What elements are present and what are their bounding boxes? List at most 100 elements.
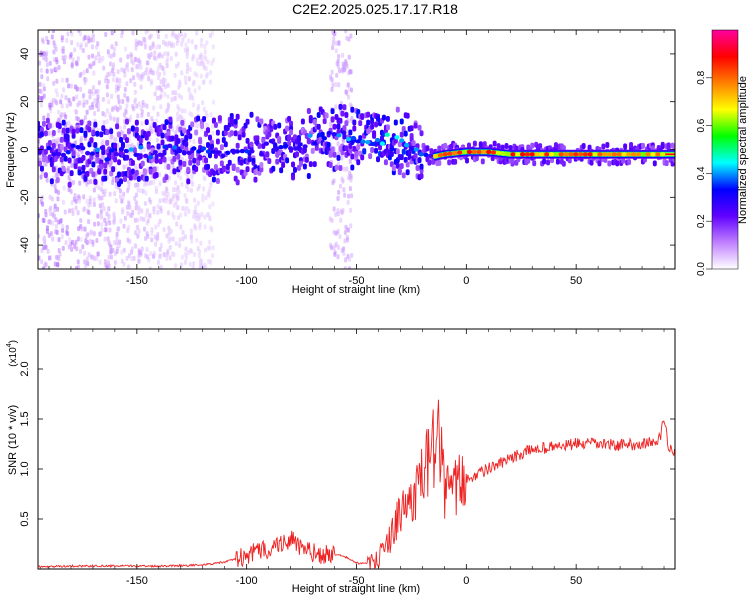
ridge-blob: [394, 135, 400, 140]
band-cell: [532, 160, 537, 167]
speckle-cell: [85, 99, 89, 105]
speckle-cell: [116, 106, 120, 112]
speckle-cell: [116, 69, 120, 75]
speckle-cell: [144, 180, 148, 186]
speckle-cell: [175, 111, 179, 117]
speckle-cell: [117, 98, 121, 104]
band-cell: [342, 125, 347, 132]
snr-marks: [38, 399, 675, 569]
speckle-cell: [52, 80, 56, 86]
ridge-blob: [534, 152, 540, 157]
speckle-cell: [348, 158, 352, 164]
speckle-cell: [160, 87, 164, 93]
speckle-cell: [192, 214, 196, 220]
speckle-cell: [174, 263, 178, 269]
band-cell: [296, 164, 301, 171]
speckle-cell: [109, 53, 113, 59]
band-cell: [83, 130, 88, 137]
speckle-cell: [42, 115, 46, 121]
speckle-cell: [54, 188, 58, 194]
speckle-cell: [78, 100, 82, 106]
speckle-cell: [183, 193, 187, 199]
speckle-cell: [189, 187, 193, 193]
speckle-cell: [133, 195, 137, 201]
band-cell: [206, 163, 211, 170]
band-cell: [328, 161, 333, 168]
ridge-blob: [374, 137, 381, 143]
band-cell: [43, 172, 48, 179]
band-cell: [73, 163, 78, 170]
speckle-cell: [180, 181, 184, 187]
spectrogram-y-axis: -40 -20 0 20 40: [19, 48, 675, 253]
speckle-cell: [341, 52, 345, 58]
band-cell: [259, 166, 264, 173]
speckle-cell: [337, 40, 341, 46]
speckle-cell: [90, 44, 94, 50]
band-cell: [227, 159, 232, 166]
speckle-cell: [136, 113, 140, 119]
band-cell: [67, 157, 72, 164]
ridge-blob: [442, 151, 448, 157]
speckle-cell: [340, 248, 344, 254]
colorbar-tick-label: 0.8: [696, 70, 707, 84]
speckle-cell: [125, 62, 129, 68]
snr-frame: [37, 328, 676, 570]
ridge-blob: [510, 152, 516, 157]
speckle-cell: [188, 248, 192, 254]
speckle-cell: [148, 266, 152, 269]
band-cell: [546, 159, 551, 166]
ridge-blob: [162, 144, 168, 150]
speckle-cell: [204, 195, 208, 201]
speckle-cell: [178, 237, 182, 243]
speckle-cell: [185, 68, 189, 74]
speckle-cell: [115, 76, 119, 82]
band-cell: [81, 154, 86, 161]
band-cell: [393, 119, 398, 126]
band-cell: [154, 171, 159, 178]
speckle-cell: [194, 122, 198, 128]
speckle-cell: [201, 100, 205, 106]
band-cell: [526, 157, 531, 164]
speckle-cell: [196, 61, 200, 67]
speckle-cell: [139, 216, 143, 222]
speckle-cell: [156, 209, 160, 215]
ridge-blob: [345, 137, 352, 142]
speckle-cell: [96, 51, 100, 57]
ridge-blob: [592, 152, 598, 157]
speckle-cell: [47, 130, 51, 136]
band-cell: [148, 168, 153, 175]
speckle-cell: [108, 220, 112, 226]
speckle-cell: [112, 136, 116, 142]
band-cell: [652, 160, 657, 167]
speckle-cell: [40, 37, 44, 43]
speckle-cell: [68, 100, 72, 106]
speckle-cell: [92, 230, 96, 236]
band-cell: [211, 176, 216, 183]
ridge-blob: [655, 152, 661, 157]
speckle-cell: [126, 54, 130, 60]
speckle-cell: [110, 254, 114, 260]
speckle-cell: [211, 99, 215, 105]
speckle-cell: [208, 79, 212, 85]
speckle-cell: [184, 79, 188, 85]
speckle-cell: [199, 42, 203, 48]
band-cell: [350, 106, 355, 113]
speckle-cell: [49, 205, 53, 211]
ridge-blob: [539, 152, 545, 157]
speckle-cell: [159, 104, 163, 110]
speckle-cell: [338, 183, 342, 189]
ridge-blob: [51, 152, 57, 157]
speckle-cell: [112, 116, 116, 122]
band-cell: [338, 103, 343, 110]
ridge-blob: [597, 152, 603, 157]
band-cell: [43, 130, 48, 137]
speckle-cell: [194, 225, 198, 231]
speckle-cell: [78, 180, 82, 186]
speckle-cell: [196, 200, 200, 206]
speckle-cell: [87, 54, 91, 60]
speckle-cell: [59, 99, 63, 105]
ridge-blob: [370, 141, 376, 147]
speckle-cell: [56, 262, 60, 268]
speckle-cell: [40, 259, 44, 265]
speckle-cell: [44, 208, 48, 214]
